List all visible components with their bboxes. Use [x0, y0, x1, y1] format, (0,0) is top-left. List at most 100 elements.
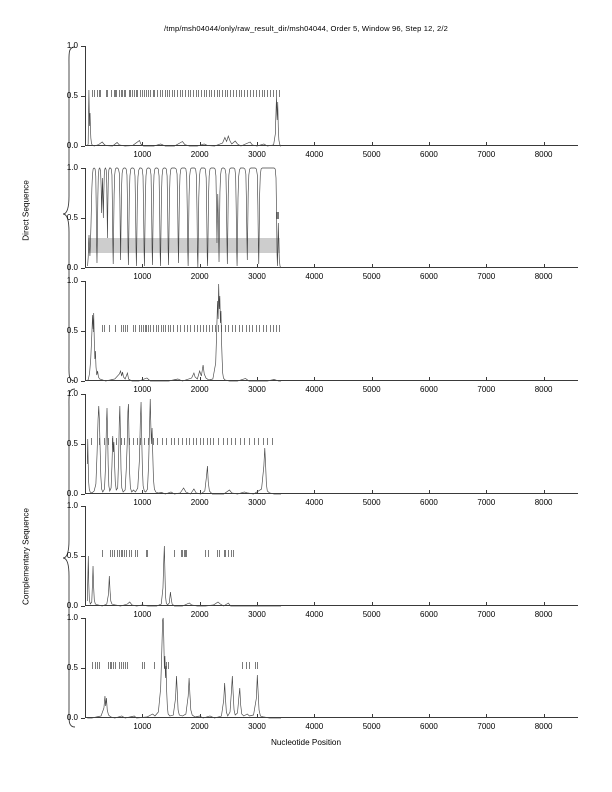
feature-mark [183, 325, 185, 332]
x-tick [256, 714, 258, 718]
feature-mark [197, 325, 199, 332]
feature-mark [174, 438, 176, 445]
x-tick [486, 714, 488, 718]
x-tick [543, 602, 545, 606]
feature-mark [111, 550, 113, 557]
y-tick [81, 494, 85, 495]
feature-mark [203, 325, 205, 332]
feature-mark [168, 662, 170, 669]
y-tick-label: 1.0 [66, 41, 78, 50]
feature-mark [164, 90, 166, 97]
feature-mark [213, 90, 215, 97]
feature-mark [184, 90, 186, 97]
feature-mark [207, 550, 209, 557]
feature-mark [267, 438, 269, 445]
feature-mark [138, 325, 140, 332]
feature-mark [179, 90, 181, 97]
feature-mark [120, 90, 122, 97]
x-tick [543, 377, 545, 381]
feature-mark [102, 325, 104, 332]
feature-mark [253, 438, 255, 445]
x-tick-label: 8000 [534, 498, 553, 507]
feature-mark [169, 90, 171, 97]
x-axis-line [85, 145, 578, 146]
data-trace [85, 618, 578, 718]
feature-mark [120, 550, 122, 557]
y-tick-label: 0.5 [66, 439, 78, 448]
feature-mark [144, 325, 146, 332]
x-tick [142, 264, 144, 268]
feature-mark [97, 90, 99, 97]
x-tick [142, 142, 144, 146]
x-tick [199, 264, 201, 268]
y-tick [81, 268, 85, 269]
feature-mark [248, 662, 250, 669]
y-tick-label: 1.0 [66, 389, 78, 398]
feature-mark [222, 438, 224, 445]
x-tick-label: 6000 [420, 498, 438, 507]
x-tick-label: 7000 [477, 722, 496, 731]
x-tick [543, 490, 545, 494]
feature-mark [170, 325, 172, 332]
feature-mark [170, 438, 172, 445]
feature-mark [120, 325, 122, 332]
feature-mark [92, 662, 94, 669]
feature-mark [190, 90, 192, 97]
x-tick [371, 714, 373, 718]
feature-mark [166, 438, 168, 445]
feature-mark [116, 90, 118, 97]
feature-mark [127, 325, 129, 332]
x-tick-label: 1000 [133, 150, 152, 159]
feature-mark [198, 90, 200, 97]
feature-mark [150, 90, 152, 97]
feature-mark [241, 90, 243, 97]
feature-mark-row [85, 662, 578, 669]
x-tick [543, 142, 545, 146]
trace-path [87, 546, 281, 606]
feature-mark [258, 438, 260, 445]
feature-mark [277, 212, 279, 219]
feature-mark [226, 438, 228, 445]
feature-mark [160, 325, 162, 332]
feature-mark [235, 90, 237, 97]
x-axis-line [85, 717, 578, 718]
feature-mark [117, 550, 119, 557]
y-tick-label: 0.0 [66, 141, 78, 150]
feature-mark [262, 438, 264, 445]
feature-mark [174, 550, 176, 557]
x-tick [543, 714, 545, 718]
feature-mark [115, 438, 117, 445]
y-tick-label: 0.5 [66, 91, 78, 100]
feature-mark [174, 90, 176, 97]
feature-mark [144, 662, 146, 669]
feature-mark [93, 90, 95, 97]
x-tick-label: 2000 [190, 498, 209, 507]
feature-mark [192, 438, 194, 445]
feature-mark [146, 325, 148, 332]
y-tick [81, 46, 85, 47]
feature-mark [211, 90, 213, 97]
feature-mark [219, 90, 221, 97]
figure-title: /tmp/msh04044/only/raw_result_dir/msh040… [163, 24, 449, 33]
x-tick [142, 602, 144, 606]
x-tick-label: 4000 [305, 498, 324, 507]
feature-mark [224, 325, 226, 332]
feature-mark [134, 550, 136, 557]
y-tick-label: 0.0 [66, 489, 78, 498]
x-tick [314, 602, 316, 606]
feature-mark [104, 325, 106, 332]
trace-path [88, 168, 281, 268]
feature-mark [230, 90, 232, 97]
feature-mark [205, 90, 207, 97]
feature-mark [113, 662, 115, 669]
trace-path [87, 399, 281, 494]
feature-mark [147, 550, 149, 557]
feature-mark [131, 90, 133, 97]
feature-mark [206, 438, 208, 445]
feature-mark [276, 325, 278, 332]
feature-mark [208, 90, 210, 97]
x-tick [256, 377, 258, 381]
feature-mark [189, 438, 191, 445]
feature-mark [101, 550, 103, 557]
feature-mark [167, 325, 169, 332]
